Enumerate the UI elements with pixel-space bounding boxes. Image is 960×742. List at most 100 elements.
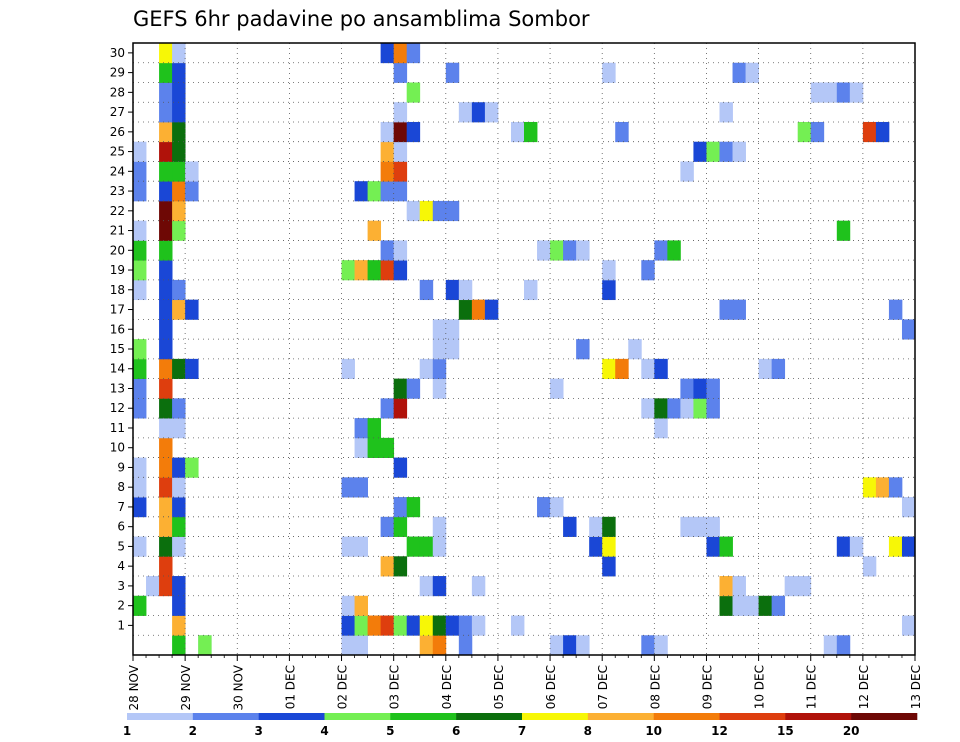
heatmap-cell [354,477,368,498]
heatmap-cell [901,536,916,557]
heatmap-cell [419,536,434,557]
y-tick-label: 10 [110,441,125,455]
y-tick-label: 15 [110,342,125,356]
heatmap-cell [393,378,408,399]
heatmap-cell [354,536,368,557]
x-tick-label: 08 DEC [648,665,662,709]
heatmap-cell [836,536,851,557]
heatmap-cell [354,418,368,439]
heatmap-cell [172,576,186,597]
heatmap-cell [341,260,355,281]
colorbar-label: 12 [711,724,728,738]
heatmap-cell [693,398,707,419]
heatmap-cell [445,62,460,83]
heatmap-cell [471,576,486,597]
heatmap-cell [172,161,186,182]
heatmap-cell [159,339,173,360]
heatmap-cell [393,497,408,518]
heatmap-cell [393,43,408,64]
heatmap-cell [471,615,486,636]
heatmap-cell [550,378,564,399]
x-tick-label: 12 DEC [857,665,871,709]
heatmap-cell [797,576,812,597]
heatmap-cell [706,516,720,537]
colorbar-segment [785,713,852,720]
heatmap-cell [602,358,616,380]
heatmap-cell [133,378,147,399]
heatmap-cell [393,240,408,261]
heatmap-cell [901,319,916,340]
heatmap-cell [133,358,147,380]
y-tick-label: 11 [110,421,125,435]
heatmap-cell [133,181,147,202]
heatmap-cell [563,516,577,537]
heatmap-cell [159,398,173,419]
heatmap-cell [602,516,616,537]
heatmap-cell [680,516,694,537]
heatmap-cell [172,516,186,537]
heatmap-cell [471,102,486,123]
x-tick-label: 10 DEC [753,665,767,709]
colorbar-label: 10 [645,724,662,738]
heatmap-cell [354,595,368,616]
heatmap-cell [159,260,173,281]
heatmap-cell [810,121,825,143]
colorbar-segment [653,713,720,720]
heatmap-cell [758,595,773,616]
heatmap-cell [159,141,173,162]
heatmap-cell [901,615,916,636]
heatmap-cell [159,516,173,537]
heatmap-cell [888,299,903,320]
heatmap-cell [901,497,916,518]
heatmap-cell [745,62,759,83]
heatmap-cell [159,200,173,222]
heatmap-cell [784,576,799,597]
heatmap-cell [667,398,681,419]
colorbar-label: 1 [123,724,131,738]
heatmap-cell [589,516,603,537]
heatmap-cell [524,121,538,143]
heatmap-cell [445,200,460,222]
heatmap-cell [615,358,629,380]
heatmap-cell [458,615,473,636]
heatmap-cell [159,378,173,399]
heatmap-cell [393,62,408,83]
heatmap-cell [185,181,199,202]
x-tick-label: 11 DEC [805,665,819,709]
heatmap-cell [719,536,733,557]
y-tick-label: 17 [110,303,125,317]
y-tick-label: 23 [110,184,125,198]
y-tick-label: 6 [117,520,125,534]
colorbar-label: 4 [320,724,328,738]
heatmap-cell [719,576,733,597]
heatmap-cell [550,635,564,656]
heatmap-cell [159,497,173,518]
x-tick-label: 30 NOV [231,664,245,710]
heatmap-cell [133,477,147,498]
heatmap-cell [432,358,447,380]
heatmap-cell [680,398,694,419]
heatmap-cell [172,299,186,320]
heatmap-cell [406,378,421,399]
heatmap-cell [172,181,186,202]
y-tick-label: 20 [110,243,125,257]
colorbar-segment [390,713,457,720]
heatmap-cell [602,62,616,83]
heatmap-cell [367,220,382,241]
heatmap-cell [732,595,746,616]
heatmap-cell [380,121,395,143]
heatmap-cell [172,141,186,162]
colorbar-label: 7 [518,724,526,738]
heatmap-cell [576,635,590,656]
heatmap-cell [849,82,864,103]
heatmap-cell [341,615,355,636]
colorbar-segment [192,713,259,720]
colorbar-label: 3 [254,724,262,738]
heatmap-cell [133,595,147,616]
heatmap-cell [380,240,395,261]
colorbar-label: 5 [386,724,394,738]
heatmap-cell [185,358,199,380]
x-tick-label: 07 DEC [596,665,610,709]
x-tick-label: 04 DEC [440,665,454,709]
